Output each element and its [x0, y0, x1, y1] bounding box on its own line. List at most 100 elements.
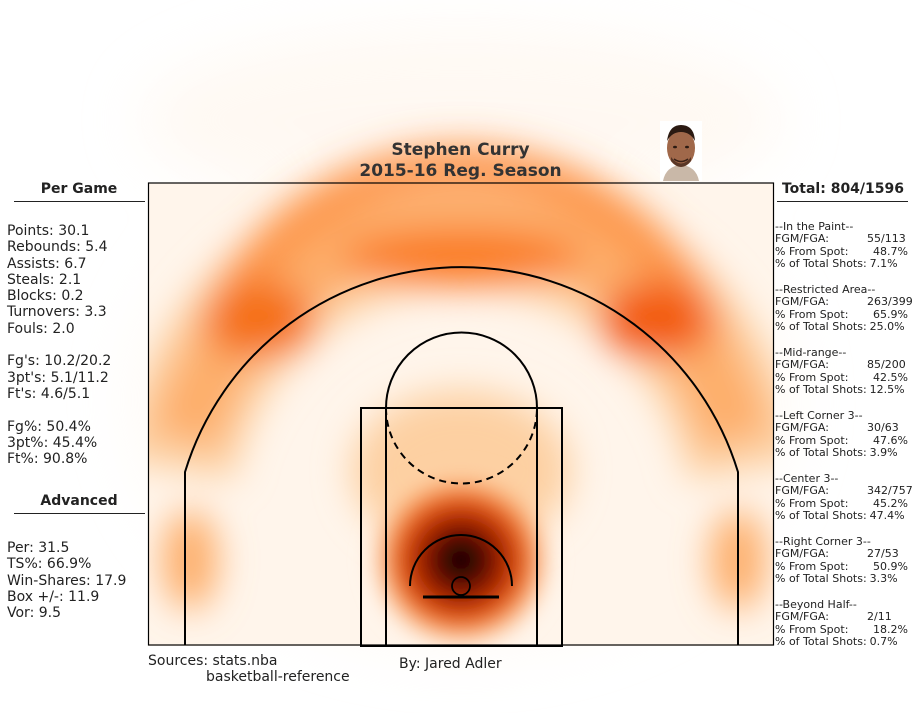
- zone-block: --Restricted Area-- FGM/FGA: 263/399% From…: [775, 283, 915, 333]
- zone-block: --Center 3-- FGM/FGA: 342/757 % From Spot: 4…: [775, 472, 915, 522]
- totals-underline: [777, 201, 908, 202]
- zone-name-row: --Mid-range--: [775, 346, 915, 359]
- heatmap-court-area: [148, 144, 774, 646]
- zone-total-value: 3.9%: [869, 445, 898, 459]
- zone-fgm-value: 27/53: [867, 547, 899, 561]
- zone-fgm-label: FGM/FGA:: [775, 610, 829, 624]
- sources-second: basketball-reference: [206, 669, 350, 685]
- zone-name: --In the Paint--: [775, 220, 854, 233]
- zone-name: --Center 3--: [775, 472, 839, 485]
- court-lines: [147, 182, 775, 647]
- stat-line: Ft%: 90.8%: [7, 451, 88, 468]
- rim: [451, 576, 471, 596]
- zone-total-row: % of Total Shots: 0.7%: [775, 634, 915, 648]
- zone-total-row: % of Total Shots: 7.1%: [775, 256, 915, 270]
- stat-line: Vor: 9.5: [7, 605, 61, 622]
- byline: By: Jared Adler: [399, 656, 502, 672]
- stat-line: Win-Shares: 17.9: [7, 572, 127, 589]
- zone-total-row: % of Total Shots: 12.5%: [775, 382, 915, 396]
- per-game-underline: [14, 201, 145, 202]
- zone-spot-row: % From Spot: 47.6%: [775, 433, 915, 447]
- stat-line: 3pt's: 5.1/11.2: [7, 369, 109, 386]
- chart-title-season: 2015-16 Reg. Season: [359, 161, 562, 181]
- zone-total-label: % of Total Shots:: [775, 445, 867, 459]
- zone-spot-value: 50.9%: [873, 559, 908, 573]
- zone-spot-label: % From Spot:: [775, 433, 849, 447]
- zone-name: --Left Corner 3--: [775, 409, 863, 422]
- zone-block: --In the Paint-- FGM/FGA: 55/113% From Spo…: [775, 220, 915, 270]
- zone-block: --Mid-range-- FGM/FGA: 85/200 % From Spot: 4…: [775, 346, 915, 396]
- zone-name-row: --In the Paint--: [775, 220, 915, 233]
- zone-spot-value: 45.2%: [873, 496, 908, 510]
- zone-fgm-label: FGM/FGA:: [775, 358, 829, 372]
- zone-fgm-row: FGM/FGA: 2/11: [775, 610, 915, 624]
- zone-total-value: 47.4%: [869, 508, 905, 522]
- stat-line: Steals: 2.1: [7, 271, 82, 288]
- zone-total-row: % of Total Shots: 3.3%: [775, 571, 915, 585]
- zone-total-value: 0.7%: [869, 634, 898, 648]
- zone-total-row: % of Total Shots: 25.0%: [775, 319, 915, 333]
- stat-line: Points: 30.1: [7, 223, 90, 239]
- zone-total-value: 3.3%: [869, 571, 898, 585]
- zone-fgm-row: FGM/FGA: 27/53: [775, 547, 915, 561]
- spacer: [7, 402, 111, 418]
- zone-total-label: % of Total Shots:: [775, 382, 867, 396]
- stat-line: Fg's: 10.2/20.2: [7, 353, 112, 370]
- per-game-header: Per Game: [40, 181, 118, 197]
- player-headshot: [660, 121, 702, 181]
- zone-spot-row: % From Spot: 48.7%: [775, 244, 915, 258]
- stat-line: 3pt%: 45.4%: [7, 434, 98, 451]
- zone-spot-label: % From Spot:: [775, 559, 849, 573]
- per-game-stats: Points: 30.1 Rebounds: 5.4 Assists: 6.7 …: [7, 223, 111, 467]
- zone-spot-label: % From Spot:: [775, 307, 849, 321]
- zone-name-row: --Restricted Area--: [775, 283, 915, 296]
- zone-block: --Left Corner 3-- FGM/FGA: 30/63% From Spo…: [775, 409, 915, 459]
- zone-fgm-label: FGM/FGA:: [775, 232, 829, 246]
- stat-line: Fg%: 50.4%: [7, 418, 91, 435]
- zone-fgm-label: FGM/FGA:: [775, 547, 829, 561]
- chart-title-player: Stephen Curry: [391, 140, 530, 160]
- zone-spot-row: % From Spot: 18.2%: [775, 622, 915, 636]
- stat-line: Rebounds: 5.4: [7, 239, 108, 256]
- three-point-line: [184, 266, 739, 645]
- zone-block: --Beyond Half-- FGM/FGA: 2/11 % From Spot: 1…: [775, 598, 915, 648]
- zone-fgm-label: FGM/FGA:: [775, 484, 829, 498]
- stat-line: Assists: 6.7: [7, 255, 87, 272]
- zone-total-row: % of Total Shots: 3.9%: [775, 445, 915, 459]
- zone-name-row: --Right Corner 3--: [775, 535, 915, 548]
- zone-spot-value: 47.6%: [873, 433, 908, 447]
- zone-total-label: % of Total Shots:: [775, 256, 867, 270]
- zone-fgm-label: FGM/FGA:: [775, 421, 829, 435]
- zone-spot-label: % From Spot:: [775, 370, 849, 384]
- zone-spot-row: % From Spot: 65.9%: [775, 307, 915, 321]
- zone-spot-value: 48.7%: [873, 244, 908, 258]
- zone-total-label: % of Total Shots:: [775, 319, 867, 333]
- stat-line: Turnovers: 3.3: [7, 304, 107, 321]
- zone-name: --Beyond Half--: [775, 598, 857, 611]
- zone-spot-row: % From Spot: 42.5%: [775, 370, 915, 384]
- zone-fgm-row: FGM/FGA: 85/200: [775, 358, 915, 372]
- stat-line: Fouls: 2.0: [7, 320, 75, 337]
- inner-paint: [385, 407, 538, 647]
- zone-spot-value: 42.5%: [873, 370, 908, 384]
- sources-label: Sources: stats.nba: [148, 653, 278, 669]
- zone-spot-label: % From Spot:: [775, 622, 849, 636]
- zone-total-value: 25.0%: [869, 319, 905, 333]
- zone-spot-value: 18.2%: [873, 622, 908, 636]
- stat-line: Blocks: 0.2: [7, 288, 84, 305]
- zone-fgm-value: 85/200: [867, 358, 906, 372]
- totals-header: Total: 804/1596: [781, 181, 905, 197]
- restricted-area-arc: [409, 534, 513, 587]
- zone-total-label: % of Total Shots:: [775, 508, 867, 522]
- zone-fgm-row: FGM/FGA: 342/757: [775, 484, 915, 498]
- zone-spot-label: % From Spot:: [775, 244, 849, 258]
- zone-name: --Right Corner 3--: [775, 535, 871, 548]
- zone-total-value: 7.1%: [869, 256, 898, 270]
- zone-fgm-value: 30/63: [867, 421, 899, 435]
- zone-fgm-row: FGM/FGA: 55/113: [775, 232, 915, 246]
- zone-name: --Restricted Area--: [775, 283, 876, 296]
- zone-spot-row: % From Spot: 45.2%: [775, 496, 915, 510]
- zone-spot-value: 65.9%: [873, 307, 908, 321]
- advanced-underline: [14, 513, 145, 514]
